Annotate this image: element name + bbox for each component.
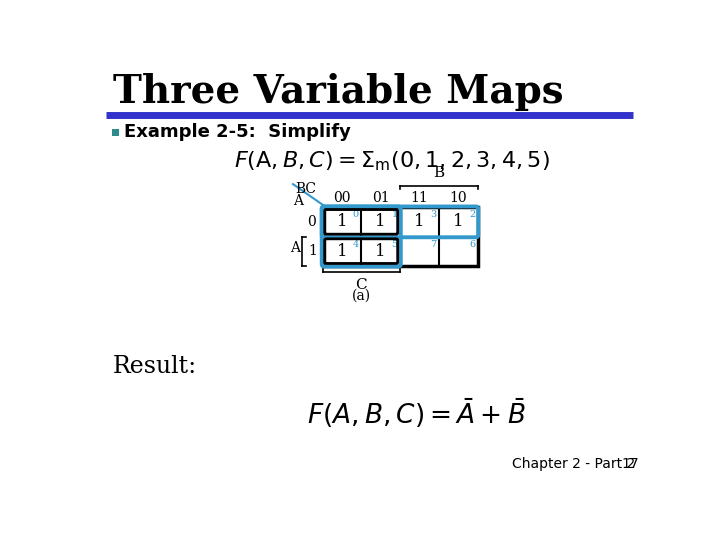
Text: 6: 6 [469, 240, 475, 248]
Text: B: B [433, 166, 444, 179]
Text: 5: 5 [392, 240, 397, 248]
Text: $F(A,B,C) = \bar{A} + \bar{B}$: $F(A,B,C) = \bar{A} + \bar{B}$ [307, 396, 526, 429]
Text: 1: 1 [453, 213, 464, 231]
Text: BC: BC [295, 182, 316, 196]
Text: 7: 7 [430, 240, 436, 248]
Text: 2: 2 [469, 211, 475, 219]
Text: 0: 0 [307, 215, 316, 229]
Text: C: C [356, 278, 367, 292]
Text: 01: 01 [372, 191, 390, 205]
Text: 00: 00 [333, 191, 351, 205]
Text: A: A [293, 194, 302, 208]
Text: 1: 1 [336, 213, 347, 231]
Bar [112, 129, 119, 136]
Text: (a): (a) [351, 289, 371, 303]
Text: A: A [289, 241, 300, 255]
Text: 11: 11 [410, 191, 428, 205]
Text: 1: 1 [392, 211, 397, 219]
Text: Chapter 2 - Part 2: Chapter 2 - Part 2 [513, 457, 636, 471]
Text: 17: 17 [621, 457, 639, 471]
Text: Three Variable Maps: Three Variable Maps [113, 73, 564, 111]
Text: Example 2-5:  Simplify: Example 2-5: Simplify [124, 123, 351, 141]
Text: 4: 4 [353, 240, 359, 248]
Bar [323, 207, 477, 266]
Text: 1: 1 [375, 242, 386, 260]
Text: Result:: Result: [113, 355, 197, 378]
Text: 1: 1 [414, 213, 425, 231]
Text: 1: 1 [336, 242, 347, 260]
Text: 1: 1 [375, 213, 386, 231]
Text: 0: 0 [353, 211, 359, 219]
Text: 3: 3 [430, 211, 436, 219]
Text: $F(\mathrm{A},B,C) = \Sigma_{\mathrm{m}}(0, 1, 2, 3, 4, 5)$: $F(\mathrm{A},B,C) = \Sigma_{\mathrm{m}}… [235, 149, 550, 173]
Text: 1: 1 [309, 244, 318, 258]
Text: 10: 10 [449, 191, 467, 205]
